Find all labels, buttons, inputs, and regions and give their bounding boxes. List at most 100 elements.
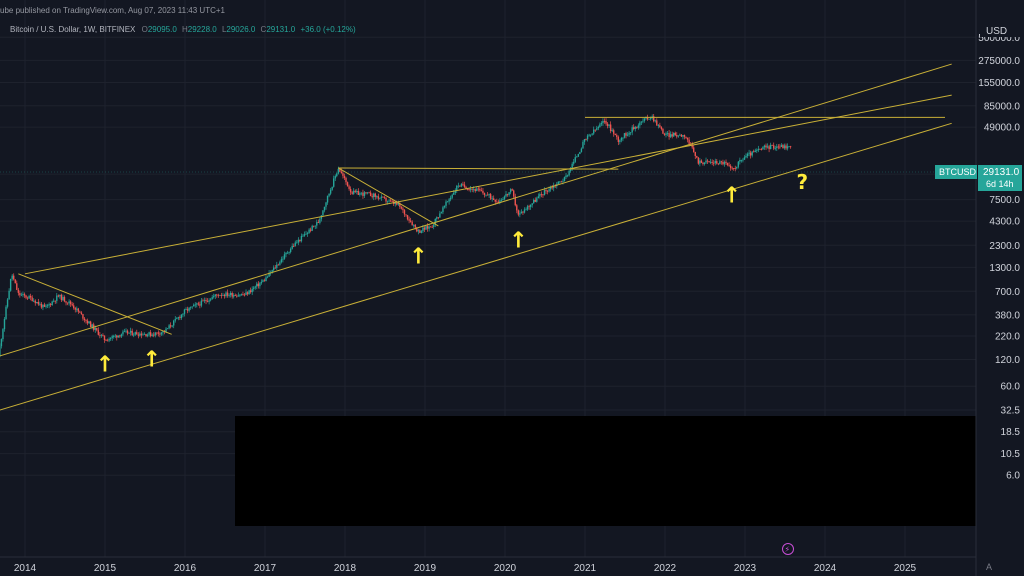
candle-body	[177, 317, 180, 319]
time-tick-label: 2016	[174, 563, 197, 574]
candle-body	[114, 335, 116, 337]
candle-body	[254, 286, 256, 288]
candle-body	[40, 303, 43, 308]
candle-body	[449, 197, 452, 200]
lightning-button[interactable]	[782, 543, 794, 555]
question-mark-annotation: ?	[797, 170, 809, 194]
candle-body	[340, 171, 343, 174]
open-value: 29095.0	[147, 25, 177, 34]
candle-body	[560, 181, 563, 183]
candle-body	[234, 295, 236, 296]
candle-body	[85, 319, 87, 321]
candle-body	[702, 162, 704, 165]
candle-body	[346, 182, 349, 187]
candle-body	[631, 127, 633, 133]
candle-body	[714, 161, 716, 164]
candle-body	[569, 169, 572, 171]
candle-body	[205, 300, 207, 302]
candle-body	[383, 197, 386, 199]
currency-label: USD	[986, 26, 1007, 37]
candle-body	[551, 187, 553, 189]
candle-body	[299, 239, 301, 242]
candle-body	[217, 294, 220, 296]
candle-body	[745, 156, 747, 158]
channel-line[interactable]	[24, 94, 952, 275]
candle-body	[419, 230, 421, 233]
candle-body	[448, 199, 450, 202]
candle-body	[491, 198, 493, 200]
candle-body	[543, 190, 546, 196]
candle-body	[336, 173, 338, 177]
candle-body	[616, 135, 618, 138]
candle-body	[319, 218, 321, 223]
candle-body	[100, 334, 103, 336]
price-tick-label: 700.0	[995, 287, 1020, 298]
candle-body	[549, 187, 552, 190]
candle-body	[200, 300, 203, 306]
candle-body	[762, 147, 764, 150]
candle-body	[546, 190, 549, 192]
candle-body	[197, 303, 200, 305]
candle-body	[149, 332, 152, 336]
candle-body	[2, 329, 4, 340]
candle-body	[788, 146, 790, 148]
candle-body	[376, 196, 378, 198]
candle-body	[159, 333, 161, 335]
currency-box[interactable]	[980, 24, 1020, 37]
candle-body	[459, 185, 461, 187]
candle-body	[162, 330, 164, 333]
time-tick-label: 2014	[14, 563, 37, 574]
candle-body	[488, 194, 490, 196]
candle-body	[225, 292, 227, 297]
candle-body	[263, 280, 266, 282]
candle-body	[334, 176, 336, 179]
candle-body	[353, 190, 355, 194]
price-axis-panel[interactable]	[976, 0, 1024, 576]
candle-body	[466, 189, 469, 190]
candle-body	[506, 193, 509, 195]
candle-body	[139, 333, 141, 336]
channel-line[interactable]	[18, 273, 172, 335]
channel-line[interactable]	[0, 63, 952, 357]
auto-scale-button[interactable]: A	[986, 562, 992, 572]
trendline-layer	[0, 63, 952, 411]
channel-line[interactable]	[0, 122, 952, 411]
channel-line[interactable]	[338, 167, 619, 170]
candle-body	[688, 139, 690, 144]
candle-body	[457, 185, 460, 187]
candle-body	[62, 296, 64, 301]
candle-body	[731, 167, 733, 169]
candle-body	[451, 194, 453, 198]
candle-body	[342, 173, 344, 176]
candle-body	[776, 146, 778, 148]
candle-body	[369, 192, 372, 197]
candle-body	[440, 212, 443, 214]
candle-body	[769, 144, 772, 150]
candle-body	[431, 226, 433, 228]
candle-body	[785, 145, 787, 149]
candle-body	[542, 194, 544, 196]
candle-body	[76, 308, 78, 310]
candle-body	[23, 293, 26, 296]
candle-body	[89, 321, 92, 328]
symbol-description: Bitcoin / U.S. Dollar, 1W, BITFINEX	[10, 25, 136, 34]
candle-body	[68, 301, 70, 304]
candle-body	[233, 295, 235, 297]
candle-body	[309, 229, 312, 231]
candle-body	[439, 213, 441, 218]
candle-body	[726, 162, 729, 166]
candle-body	[102, 334, 104, 336]
candle-body	[345, 178, 347, 183]
candle-body	[562, 181, 564, 182]
candle-body	[765, 145, 767, 148]
candle-body	[705, 160, 707, 163]
candle-body	[257, 283, 260, 287]
candle-body	[69, 301, 72, 305]
candle-body	[111, 336, 113, 339]
candle-body	[540, 194, 543, 196]
channel-line[interactable]	[338, 167, 439, 227]
candle-body	[756, 150, 758, 152]
candle-body	[759, 148, 761, 150]
